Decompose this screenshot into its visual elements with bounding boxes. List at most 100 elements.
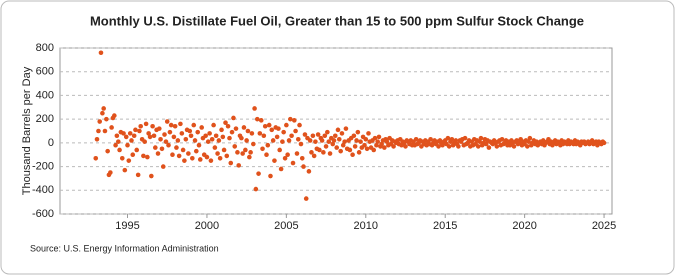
data-point bbox=[191, 122, 197, 128]
data-point bbox=[282, 155, 288, 161]
data-point bbox=[245, 128, 251, 134]
data-point bbox=[215, 151, 220, 156]
data-point bbox=[355, 129, 361, 135]
data-point bbox=[391, 144, 396, 149]
data-point bbox=[174, 145, 179, 150]
data-point bbox=[325, 129, 330, 135]
data-point bbox=[475, 144, 481, 149]
data-point bbox=[249, 131, 255, 136]
data-point bbox=[303, 196, 309, 201]
y-tick-label: 600 bbox=[36, 66, 54, 78]
data-point bbox=[261, 133, 267, 139]
data-point bbox=[109, 125, 114, 130]
data-point bbox=[266, 122, 272, 128]
data-point bbox=[352, 144, 358, 149]
data-point bbox=[94, 137, 100, 142]
y-tick-label: 400 bbox=[36, 89, 54, 101]
data-point bbox=[319, 138, 325, 143]
data-point bbox=[301, 164, 306, 169]
data-point bbox=[217, 155, 223, 161]
data-point bbox=[105, 148, 110, 154]
data-point bbox=[445, 135, 451, 141]
data-point bbox=[289, 133, 294, 139]
data-point bbox=[449, 137, 455, 142]
data-point bbox=[176, 153, 182, 159]
data-point bbox=[205, 139, 211, 144]
data-point bbox=[208, 158, 214, 163]
data-point bbox=[278, 166, 284, 172]
data-point bbox=[358, 139, 363, 144]
data-point bbox=[155, 151, 161, 156]
data-point bbox=[478, 135, 484, 141]
data-point bbox=[104, 116, 109, 122]
y-tick-label: -600 bbox=[32, 208, 54, 220]
data-point bbox=[251, 141, 256, 147]
data-point bbox=[356, 150, 362, 155]
data-point bbox=[347, 147, 353, 153]
data-point bbox=[219, 127, 224, 133]
data-point bbox=[295, 137, 301, 142]
data-point bbox=[382, 145, 387, 150]
data-point bbox=[286, 138, 292, 143]
data-point bbox=[526, 139, 531, 144]
data-point bbox=[199, 125, 204, 130]
data-point bbox=[384, 139, 390, 144]
data-point bbox=[108, 170, 113, 175]
data-point bbox=[299, 155, 305, 161]
data-point bbox=[134, 147, 140, 153]
data-point bbox=[322, 133, 328, 139]
data-point bbox=[137, 128, 142, 134]
data-point bbox=[167, 129, 173, 135]
data-point bbox=[257, 131, 263, 136]
data-point bbox=[147, 134, 153, 140]
data-point bbox=[225, 123, 231, 129]
data-point bbox=[229, 129, 235, 135]
data-point bbox=[306, 169, 312, 174]
data-point bbox=[262, 123, 268, 129]
data-point bbox=[178, 121, 183, 127]
data-point bbox=[248, 150, 253, 155]
x-tick-label: 2020 bbox=[512, 220, 536, 232]
data-point bbox=[446, 144, 452, 149]
data-point bbox=[364, 146, 370, 152]
x-tick-label: 2000 bbox=[195, 220, 219, 232]
data-point bbox=[326, 139, 332, 144]
data-point bbox=[310, 133, 316, 139]
data-point bbox=[224, 153, 230, 159]
data-point bbox=[233, 126, 239, 131]
data-point bbox=[243, 147, 248, 153]
data-point bbox=[601, 140, 607, 146]
data-point bbox=[256, 171, 261, 176]
data-point bbox=[362, 142, 367, 148]
data-point bbox=[126, 158, 132, 163]
data-point bbox=[192, 138, 198, 143]
data-point bbox=[236, 163, 242, 168]
data-point bbox=[302, 132, 308, 137]
data-point bbox=[121, 131, 126, 136]
data-point bbox=[440, 142, 445, 148]
data-point bbox=[213, 133, 219, 139]
data-point bbox=[332, 133, 338, 139]
data-point bbox=[342, 139, 347, 144]
data-point bbox=[307, 138, 313, 143]
data-point bbox=[223, 120, 228, 125]
data-point bbox=[375, 139, 380, 144]
x-tick-label: 2025 bbox=[592, 220, 616, 232]
data-point bbox=[153, 145, 158, 150]
data-point bbox=[228, 160, 234, 166]
data-point bbox=[143, 121, 149, 127]
data-point bbox=[125, 142, 130, 148]
data-point bbox=[197, 157, 203, 162]
data-point bbox=[321, 150, 326, 155]
data-point bbox=[190, 155, 195, 161]
data-point bbox=[235, 150, 240, 155]
data-point bbox=[494, 144, 500, 149]
data-point bbox=[158, 137, 163, 142]
y-tick-label: 200 bbox=[36, 113, 54, 125]
data-point bbox=[133, 127, 138, 133]
data-point bbox=[221, 147, 227, 153]
data-point bbox=[317, 147, 322, 153]
data-point bbox=[265, 142, 271, 148]
data-point bbox=[150, 123, 155, 129]
